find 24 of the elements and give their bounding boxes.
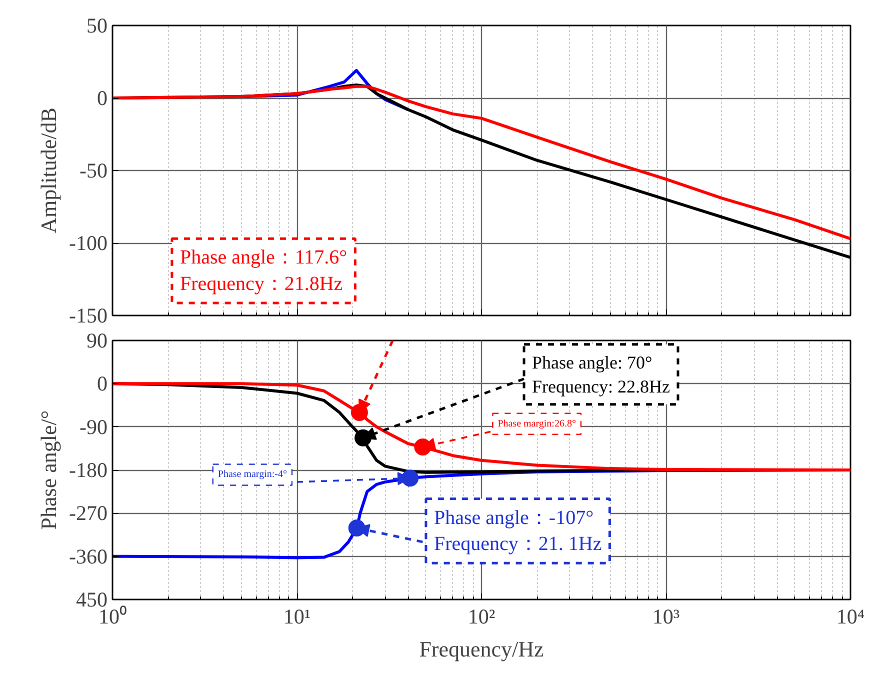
y-tick-label: -100 [69, 231, 108, 255]
y-axis-title: Phase angle/° [36, 410, 62, 530]
x-tick-label: 10² [468, 604, 496, 628]
annotation: Phase margin:-4° [218, 469, 287, 480]
y-tick-label: -270 [69, 501, 108, 526]
y-tick-label: -50 [80, 158, 108, 182]
y-tick-label: -150 [69, 304, 108, 328]
y-tick-label: 90 [86, 328, 108, 352]
annotation: Phase angle: 70° Frequency: 22.8Hz [532, 352, 670, 396]
y-tick-label: 0 [97, 86, 108, 110]
y-tick-label: -180 [69, 458, 108, 482]
y-tick-label: -360 [69, 544, 108, 568]
y-axis-title: Amplitude/dB [36, 108, 62, 234]
y-tick-label: -90 [80, 414, 108, 439]
x-tick-label: 10¹ [283, 604, 311, 628]
x-axis-title: Frequency/Hz [419, 636, 544, 662]
annotation: Phase angle：117.6° Frequency：21.8Hz [180, 246, 348, 296]
annotation: Phase angle：-107° Frequency：21. 1Hz [434, 506, 602, 556]
y-tick-label: 50 [86, 14, 108, 38]
x-tick-label: 10⁴ [836, 604, 865, 628]
y-tick-label: 0 [97, 372, 108, 396]
x-tick-label: 10³ [652, 604, 680, 628]
x-tick-label: 10⁰ [98, 604, 126, 628]
annotation: Phase margin:26.8° [498, 418, 576, 430]
